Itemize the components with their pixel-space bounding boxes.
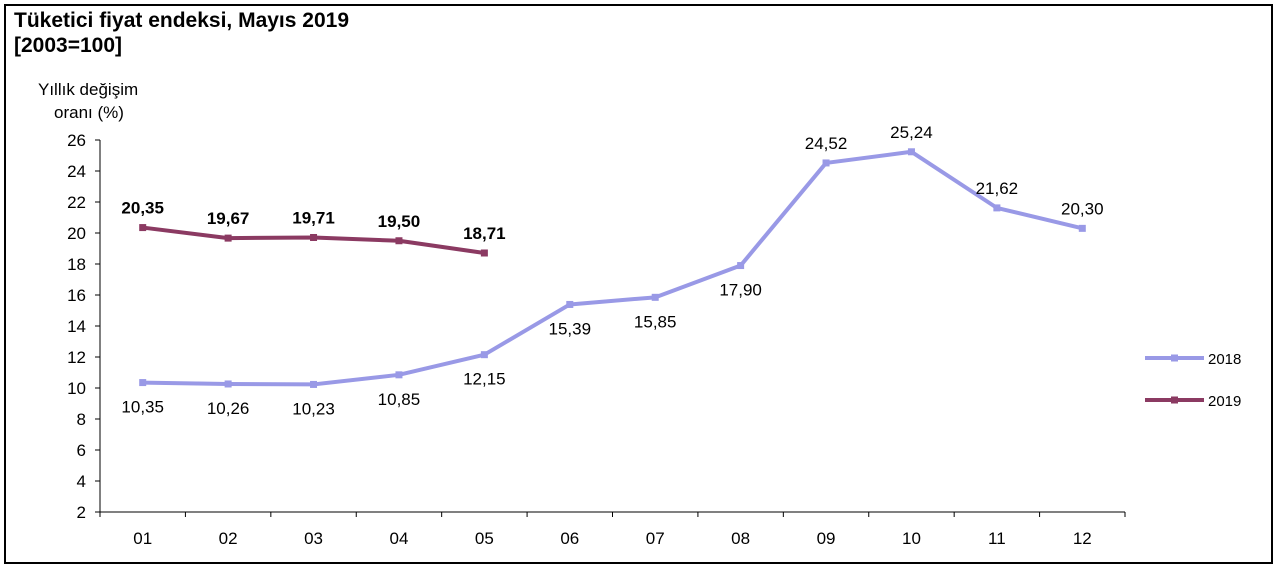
y-tick-label: 12 bbox=[67, 348, 86, 367]
x-tick-label: 12 bbox=[1073, 529, 1092, 548]
data-point bbox=[139, 224, 147, 232]
x-tick-label: 04 bbox=[389, 529, 408, 548]
data-label: 15,39 bbox=[549, 319, 592, 338]
data-point bbox=[651, 293, 659, 301]
y-tick-label: 14 bbox=[67, 317, 86, 336]
data-label: 24,52 bbox=[805, 134, 848, 153]
y-axis-label: Yıllık değişim oranı (%) bbox=[38, 78, 198, 124]
chart-title-block: Tüketici fiyat endeksi, Mayıs 2019 [2003… bbox=[14, 8, 349, 58]
y-tick-label: 22 bbox=[67, 193, 86, 212]
y-tick-label: 16 bbox=[67, 286, 86, 305]
data-point bbox=[480, 249, 488, 257]
legend-item-2018: 2018 bbox=[1145, 351, 1241, 368]
data-point bbox=[139, 379, 147, 387]
data-label: 15,85 bbox=[634, 312, 677, 331]
chart-subtitle: [2003=100] bbox=[14, 34, 123, 57]
data-label: 19,67 bbox=[207, 209, 250, 228]
chart-frame bbox=[4, 4, 1273, 564]
data-label: 20,35 bbox=[121, 199, 164, 218]
data-point bbox=[310, 233, 318, 241]
series-2019: 20,35 19,67 19,71 19,50 18,71 bbox=[121, 199, 506, 257]
data-point bbox=[566, 300, 574, 308]
y-tick-label: 10 bbox=[67, 379, 86, 398]
legend-label: 2018 bbox=[1208, 351, 1241, 368]
y-tick-label: 8 bbox=[77, 410, 86, 429]
y-axis-label-line2: oranı (%) bbox=[54, 103, 124, 122]
y-tick-label: 2 bbox=[77, 503, 86, 522]
data-point bbox=[1078, 224, 1086, 232]
data-point bbox=[993, 204, 1001, 212]
x-tick-label: 06 bbox=[560, 529, 579, 548]
x-tick-label: 05 bbox=[475, 529, 494, 548]
legend-swatch-marker bbox=[1171, 354, 1178, 362]
legend-label: 2019 bbox=[1208, 393, 1241, 410]
data-label: 25,24 bbox=[890, 123, 933, 142]
data-point bbox=[224, 234, 232, 242]
y-tick-label: 20 bbox=[67, 224, 86, 243]
legend-swatch-marker bbox=[1171, 396, 1178, 404]
x-tick-label: 08 bbox=[731, 529, 750, 548]
x-tick-label: 01 bbox=[133, 529, 152, 548]
x-tick-label: 02 bbox=[219, 529, 238, 548]
data-label: 10,23 bbox=[292, 399, 335, 418]
data-point bbox=[907, 148, 915, 156]
data-point bbox=[737, 262, 745, 270]
data-label: 18,71 bbox=[463, 224, 506, 243]
y-tick-label: 4 bbox=[77, 472, 86, 491]
data-point bbox=[224, 380, 232, 388]
x-tick-label: 09 bbox=[817, 529, 836, 548]
data-label: 12,15 bbox=[463, 370, 506, 389]
data-label: 19,71 bbox=[292, 208, 335, 227]
chart-title: Tüketici fiyat endeksi, Mayıs 2019 bbox=[14, 9, 349, 32]
series-line-2018 bbox=[142, 149, 1083, 387]
data-label: 19,50 bbox=[378, 212, 421, 231]
series-group: 10,35 10,26 10,23 10,85 12,15 15,39 15,85 17,90… bbox=[121, 123, 1103, 419]
y-tick-label: 18 bbox=[67, 255, 86, 274]
data-label: 17,90 bbox=[719, 281, 762, 300]
x-tick-label: 03 bbox=[304, 529, 323, 548]
y-tick-label: 26 bbox=[67, 131, 86, 150]
data-point bbox=[395, 237, 403, 245]
data-label: 10,85 bbox=[378, 390, 421, 409]
x-tick-label: 11 bbox=[988, 529, 1006, 548]
y-tick-label: 6 bbox=[77, 441, 86, 460]
x-tick-label: 10 bbox=[902, 529, 921, 548]
data-label: 10,35 bbox=[121, 398, 164, 417]
y-tick-label: 24 bbox=[67, 162, 86, 181]
data-label: 21,62 bbox=[976, 179, 1019, 198]
data-point bbox=[395, 371, 403, 379]
legend-item-2019: 2019 bbox=[1145, 393, 1241, 410]
y-axis-label-line1: Yıllık değişim bbox=[38, 80, 139, 99]
legend: 2018 2019 bbox=[1145, 351, 1241, 410]
data-label: 10,26 bbox=[207, 399, 250, 418]
data-point bbox=[310, 380, 318, 388]
data-point bbox=[480, 351, 488, 359]
x-tick-label: 07 bbox=[646, 529, 665, 548]
data-label: 20,30 bbox=[1061, 199, 1104, 218]
series-2018: 10,35 10,26 10,23 10,85 12,15 15,39 15,85 17,90… bbox=[121, 123, 1103, 419]
data-point bbox=[822, 159, 830, 167]
